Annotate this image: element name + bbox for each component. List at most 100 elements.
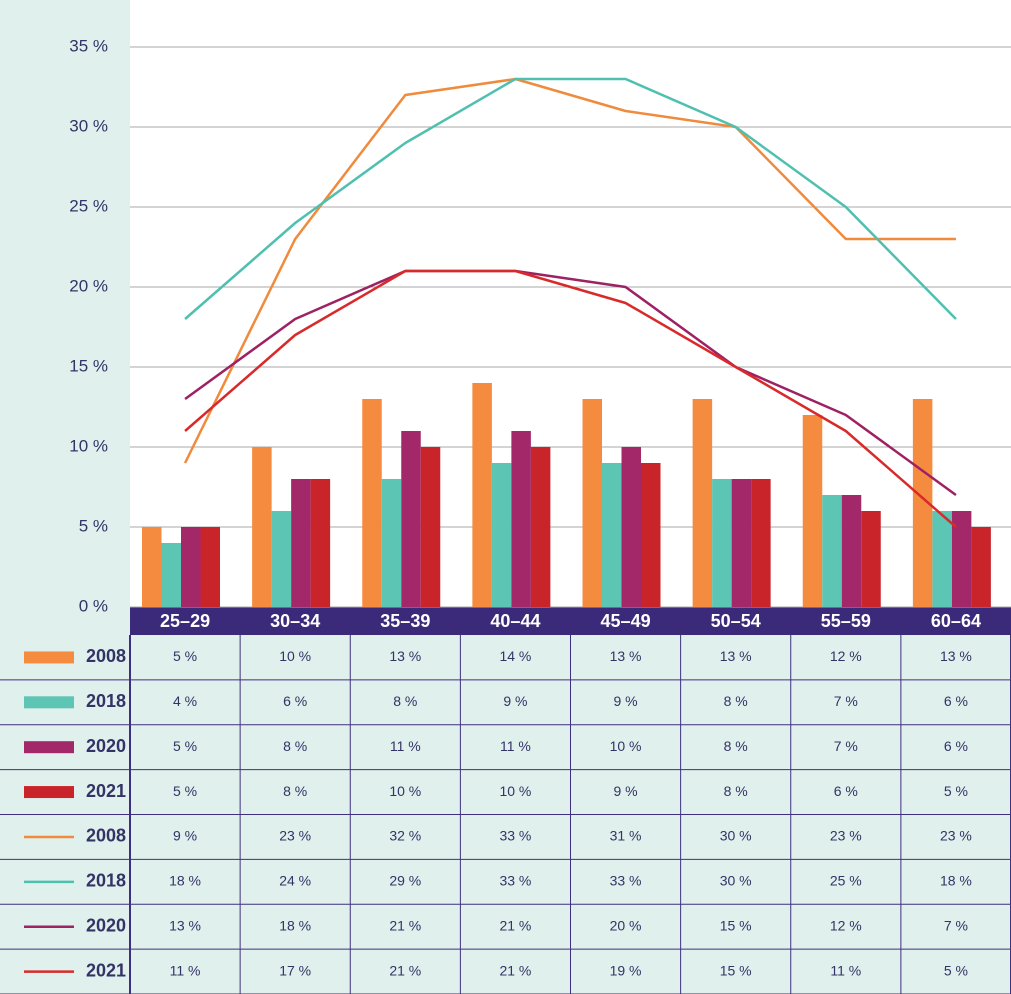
bar	[712, 479, 732, 607]
line	[184, 269, 957, 497]
bar	[271, 511, 292, 607]
table-cell: 9 %	[614, 693, 638, 709]
legend-label: 2018	[86, 691, 126, 711]
bar	[142, 527, 162, 607]
bar	[511, 431, 531, 607]
table-cell: 29 %	[389, 873, 421, 889]
table-cell: 15 %	[720, 917, 752, 933]
table-cell: 25 %	[830, 873, 862, 889]
x-tick-label: 50–54	[711, 611, 761, 631]
x-tick-label: 30–34	[270, 611, 320, 631]
bar	[530, 447, 551, 607]
table-cell: 18 %	[169, 873, 201, 889]
y-tick-label: 10 %	[69, 436, 108, 455]
table-cell: 7 %	[834, 693, 858, 709]
table-cell: 5 %	[173, 648, 197, 664]
table-cell: 15 %	[720, 962, 752, 978]
table-cell: 9 %	[503, 693, 527, 709]
table-cell: 13 %	[169, 917, 201, 933]
table-cell: 8 %	[393, 693, 417, 709]
table-cell: 19 %	[610, 962, 642, 978]
legend-label: 2020	[86, 736, 126, 756]
table-cell: 5 %	[944, 962, 968, 978]
legend-swatch	[24, 741, 74, 754]
legend-swatch	[24, 651, 74, 664]
table-cell: 23 %	[940, 828, 972, 844]
table-cell: 10 %	[279, 648, 311, 664]
y-tick-label: 35 %	[69, 36, 108, 55]
table-cell: 10 %	[389, 783, 421, 799]
y-tick-label: 20 %	[69, 276, 108, 295]
table-cell: 13 %	[940, 648, 972, 664]
legend-swatch	[24, 786, 74, 799]
table-cell: 7 %	[944, 917, 968, 933]
bar	[310, 479, 331, 607]
legend-label: 2008	[86, 826, 126, 846]
bar	[291, 479, 311, 607]
y-tick-label: 5 %	[79, 516, 108, 535]
table-cell: 12 %	[830, 917, 862, 933]
table-cell: 21 %	[499, 917, 531, 933]
bar	[161, 543, 181, 607]
table-cell: 6 %	[283, 693, 307, 709]
bar	[602, 463, 622, 607]
bar	[641, 463, 661, 607]
table-cell: 11 %	[170, 962, 201, 978]
table-cell: 30 %	[720, 828, 752, 844]
table-cell: 33 %	[499, 828, 531, 844]
bar	[951, 511, 972, 607]
x-tick-label: 55–59	[821, 611, 871, 631]
table-cell: 33 %	[499, 873, 531, 889]
table-cell: 21 %	[389, 962, 421, 978]
bar	[181, 527, 201, 607]
table-cell: 7 %	[834, 738, 858, 754]
table-cell: 8 %	[283, 783, 307, 799]
y-tick-label: 30 %	[69, 116, 108, 135]
table-cell: 5 %	[944, 783, 968, 799]
table-cell: 13 %	[720, 648, 752, 664]
bar	[692, 399, 713, 607]
table-cell: 23 %	[279, 828, 311, 844]
plot-area	[130, 0, 1011, 607]
table-cell: 8 %	[724, 783, 748, 799]
line	[184, 269, 957, 528]
bar	[861, 511, 881, 607]
table-cell: 6 %	[944, 738, 968, 754]
bar	[381, 479, 402, 607]
bar	[491, 463, 512, 607]
bar	[751, 479, 771, 607]
table-cell: 18 %	[940, 873, 972, 889]
bar	[932, 511, 952, 607]
table-cell: 32 %	[389, 828, 421, 844]
table-cell: 8 %	[283, 738, 307, 754]
table-cell: 21 %	[389, 917, 421, 933]
bar	[841, 495, 862, 607]
bar	[621, 447, 641, 607]
table-cell: 30 %	[720, 873, 752, 889]
legend-label: 2008	[86, 646, 126, 666]
legend-label: 2021	[86, 781, 126, 801]
x-tick-label: 25–29	[160, 611, 210, 631]
y-tick-label: 0 %	[79, 596, 108, 615]
bar	[420, 447, 441, 607]
table-cell: 8 %	[724, 738, 748, 754]
table-cell: 8 %	[724, 693, 748, 709]
y-tick-label: 15 %	[69, 356, 108, 375]
table-cell: 5 %	[173, 738, 197, 754]
table-cell: 11 %	[830, 962, 861, 978]
legend-label: 2021	[86, 960, 126, 980]
y-tick-label: 25 %	[69, 196, 108, 215]
legend-label: 2018	[86, 871, 126, 891]
bar	[472, 383, 492, 607]
bar	[401, 431, 421, 607]
table-cell: 33 %	[610, 873, 642, 889]
table-cell: 17 %	[279, 962, 311, 978]
bar	[912, 399, 933, 607]
line	[184, 77, 957, 320]
bar	[731, 479, 752, 607]
bar	[802, 415, 823, 607]
x-tick-label: 40–44	[490, 611, 540, 631]
table-cell: 14 %	[499, 648, 531, 664]
